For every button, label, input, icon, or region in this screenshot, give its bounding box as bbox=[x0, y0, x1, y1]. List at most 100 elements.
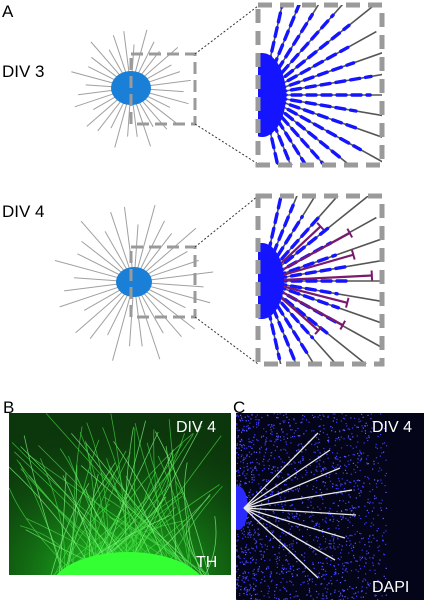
dapi-nucleus bbox=[275, 439, 277, 441]
dapi-nucleus bbox=[329, 507, 331, 509]
dapi-nucleus bbox=[315, 584, 317, 586]
dapi-nucleus bbox=[373, 590, 375, 592]
dapi-nucleus bbox=[275, 438, 277, 440]
dapi-nucleus bbox=[340, 420, 342, 422]
div3-neurite bbox=[144, 64, 172, 81]
dapi-nucleus bbox=[312, 563, 314, 565]
dapi-nucleus bbox=[286, 545, 288, 547]
dapi-nucleus bbox=[279, 413, 281, 415]
dapi-nucleus bbox=[269, 525, 271, 527]
dapi-nucleus bbox=[339, 460, 341, 462]
dapi-nucleus bbox=[316, 446, 319, 448]
dapi-nucleus bbox=[330, 593, 332, 595]
dapi-nucleus bbox=[337, 458, 339, 460]
dapi-nucleus bbox=[353, 454, 356, 456]
dapi-nucleus bbox=[302, 582, 304, 584]
dapi-nucleus bbox=[295, 422, 297, 424]
dapi-nucleus bbox=[319, 508, 321, 510]
dapi-nucleus bbox=[282, 546, 284, 548]
dapi-nucleus bbox=[304, 512, 307, 515]
dapi-nucleus bbox=[273, 413, 275, 415]
dapi-nucleus bbox=[311, 430, 313, 432]
dapi-nucleus bbox=[275, 558, 277, 560]
dapi-migration-line bbox=[243, 507, 346, 539]
dapi-nucleus bbox=[323, 598, 325, 600]
dapi-nucleus bbox=[355, 482, 357, 484]
dapi-nucleus bbox=[238, 471, 240, 473]
div4-neurite bbox=[147, 259, 199, 279]
dapi-nucleus bbox=[382, 424, 384, 426]
dapi-nucleus bbox=[290, 488, 292, 491]
dapi-nucleus bbox=[317, 575, 319, 577]
dapi-nucleus bbox=[364, 476, 366, 478]
div4-neurite bbox=[80, 220, 126, 272]
dapi-nucleus bbox=[241, 561, 243, 563]
dapi-nucleus bbox=[253, 568, 255, 570]
dapi-nucleus bbox=[335, 527, 337, 529]
dapi-nucleus bbox=[278, 547, 280, 549]
dapi-nucleus bbox=[339, 500, 341, 502]
dapi-nucleus bbox=[317, 537, 319, 539]
dapi-nucleus bbox=[256, 426, 258, 428]
dapi-nucleus bbox=[322, 414, 324, 416]
dapi-nucleus bbox=[308, 497, 310, 499]
dapi-nucleus bbox=[248, 481, 250, 483]
div4-neurite bbox=[59, 285, 121, 308]
dapi-nucleus bbox=[265, 527, 267, 529]
dapi-nucleus bbox=[333, 542, 335, 544]
dapi-nucleus bbox=[271, 431, 273, 433]
dapi-nucleus bbox=[360, 491, 362, 493]
dapi-nucleus bbox=[352, 524, 354, 527]
dapi-nucleus bbox=[330, 547, 332, 549]
dapi-nucleus bbox=[267, 460, 269, 462]
dapi-nucleus bbox=[365, 422, 367, 424]
dapi-nucleus bbox=[274, 590, 276, 592]
dapi-nucleus bbox=[335, 466, 337, 468]
dapi-nucleus bbox=[295, 538, 297, 540]
dapi-nucleus bbox=[355, 497, 357, 499]
dapi-nucleus bbox=[284, 484, 286, 486]
dapi-nucleus bbox=[361, 586, 363, 588]
dapi-nucleus bbox=[258, 463, 260, 465]
dapi-nucleus bbox=[344, 570, 346, 572]
dapi-nucleus bbox=[359, 469, 361, 472]
dapi-nucleus bbox=[248, 428, 250, 430]
dapi-nucleus bbox=[322, 574, 324, 576]
dapi-nucleus bbox=[366, 509, 368, 512]
dapi-nucleus bbox=[317, 442, 319, 444]
dapi-nucleus bbox=[243, 530, 245, 533]
dapi-nucleus bbox=[325, 517, 327, 519]
dapi-nucleus bbox=[322, 498, 324, 500]
dapi-nucleus bbox=[296, 542, 298, 544]
dapi-nucleus bbox=[346, 472, 348, 474]
dapi-nucleus bbox=[290, 436, 292, 439]
dapi-nucleus bbox=[340, 598, 342, 600]
dapi-nucleus bbox=[375, 446, 377, 448]
dapi-nucleus bbox=[334, 444, 336, 446]
dapi-nucleus bbox=[291, 479, 293, 481]
dapi-nucleus bbox=[240, 456, 242, 458]
dapi-nucleus bbox=[356, 531, 358, 533]
dapi-nucleus bbox=[249, 522, 251, 524]
dapi-nucleus bbox=[308, 578, 310, 580]
dapi-nucleus bbox=[298, 529, 301, 531]
dapi-nucleus bbox=[312, 488, 314, 490]
dapi-nucleus bbox=[276, 584, 278, 586]
dapi-nucleus bbox=[272, 466, 274, 468]
dapi-nucleus bbox=[243, 534, 245, 536]
dapi-nucleus bbox=[307, 506, 310, 509]
dapi-nucleus bbox=[352, 447, 354, 449]
dapi-nucleus bbox=[273, 444, 275, 446]
dapi-nucleus bbox=[375, 443, 377, 445]
dapi-nucleus bbox=[312, 514, 314, 516]
dapi-nucleus bbox=[251, 453, 253, 455]
dapi-nucleus bbox=[291, 513, 293, 515]
dapi-nucleus bbox=[266, 548, 268, 550]
dapi-nucleus bbox=[364, 430, 366, 432]
dapi-nucleus bbox=[288, 456, 290, 458]
dapi-nucleus bbox=[266, 480, 268, 483]
dapi-nucleus bbox=[334, 533, 336, 535]
dapi-nucleus bbox=[273, 427, 275, 429]
th-neurite-strand bbox=[54, 465, 120, 575]
dapi-nucleus bbox=[385, 594, 387, 596]
